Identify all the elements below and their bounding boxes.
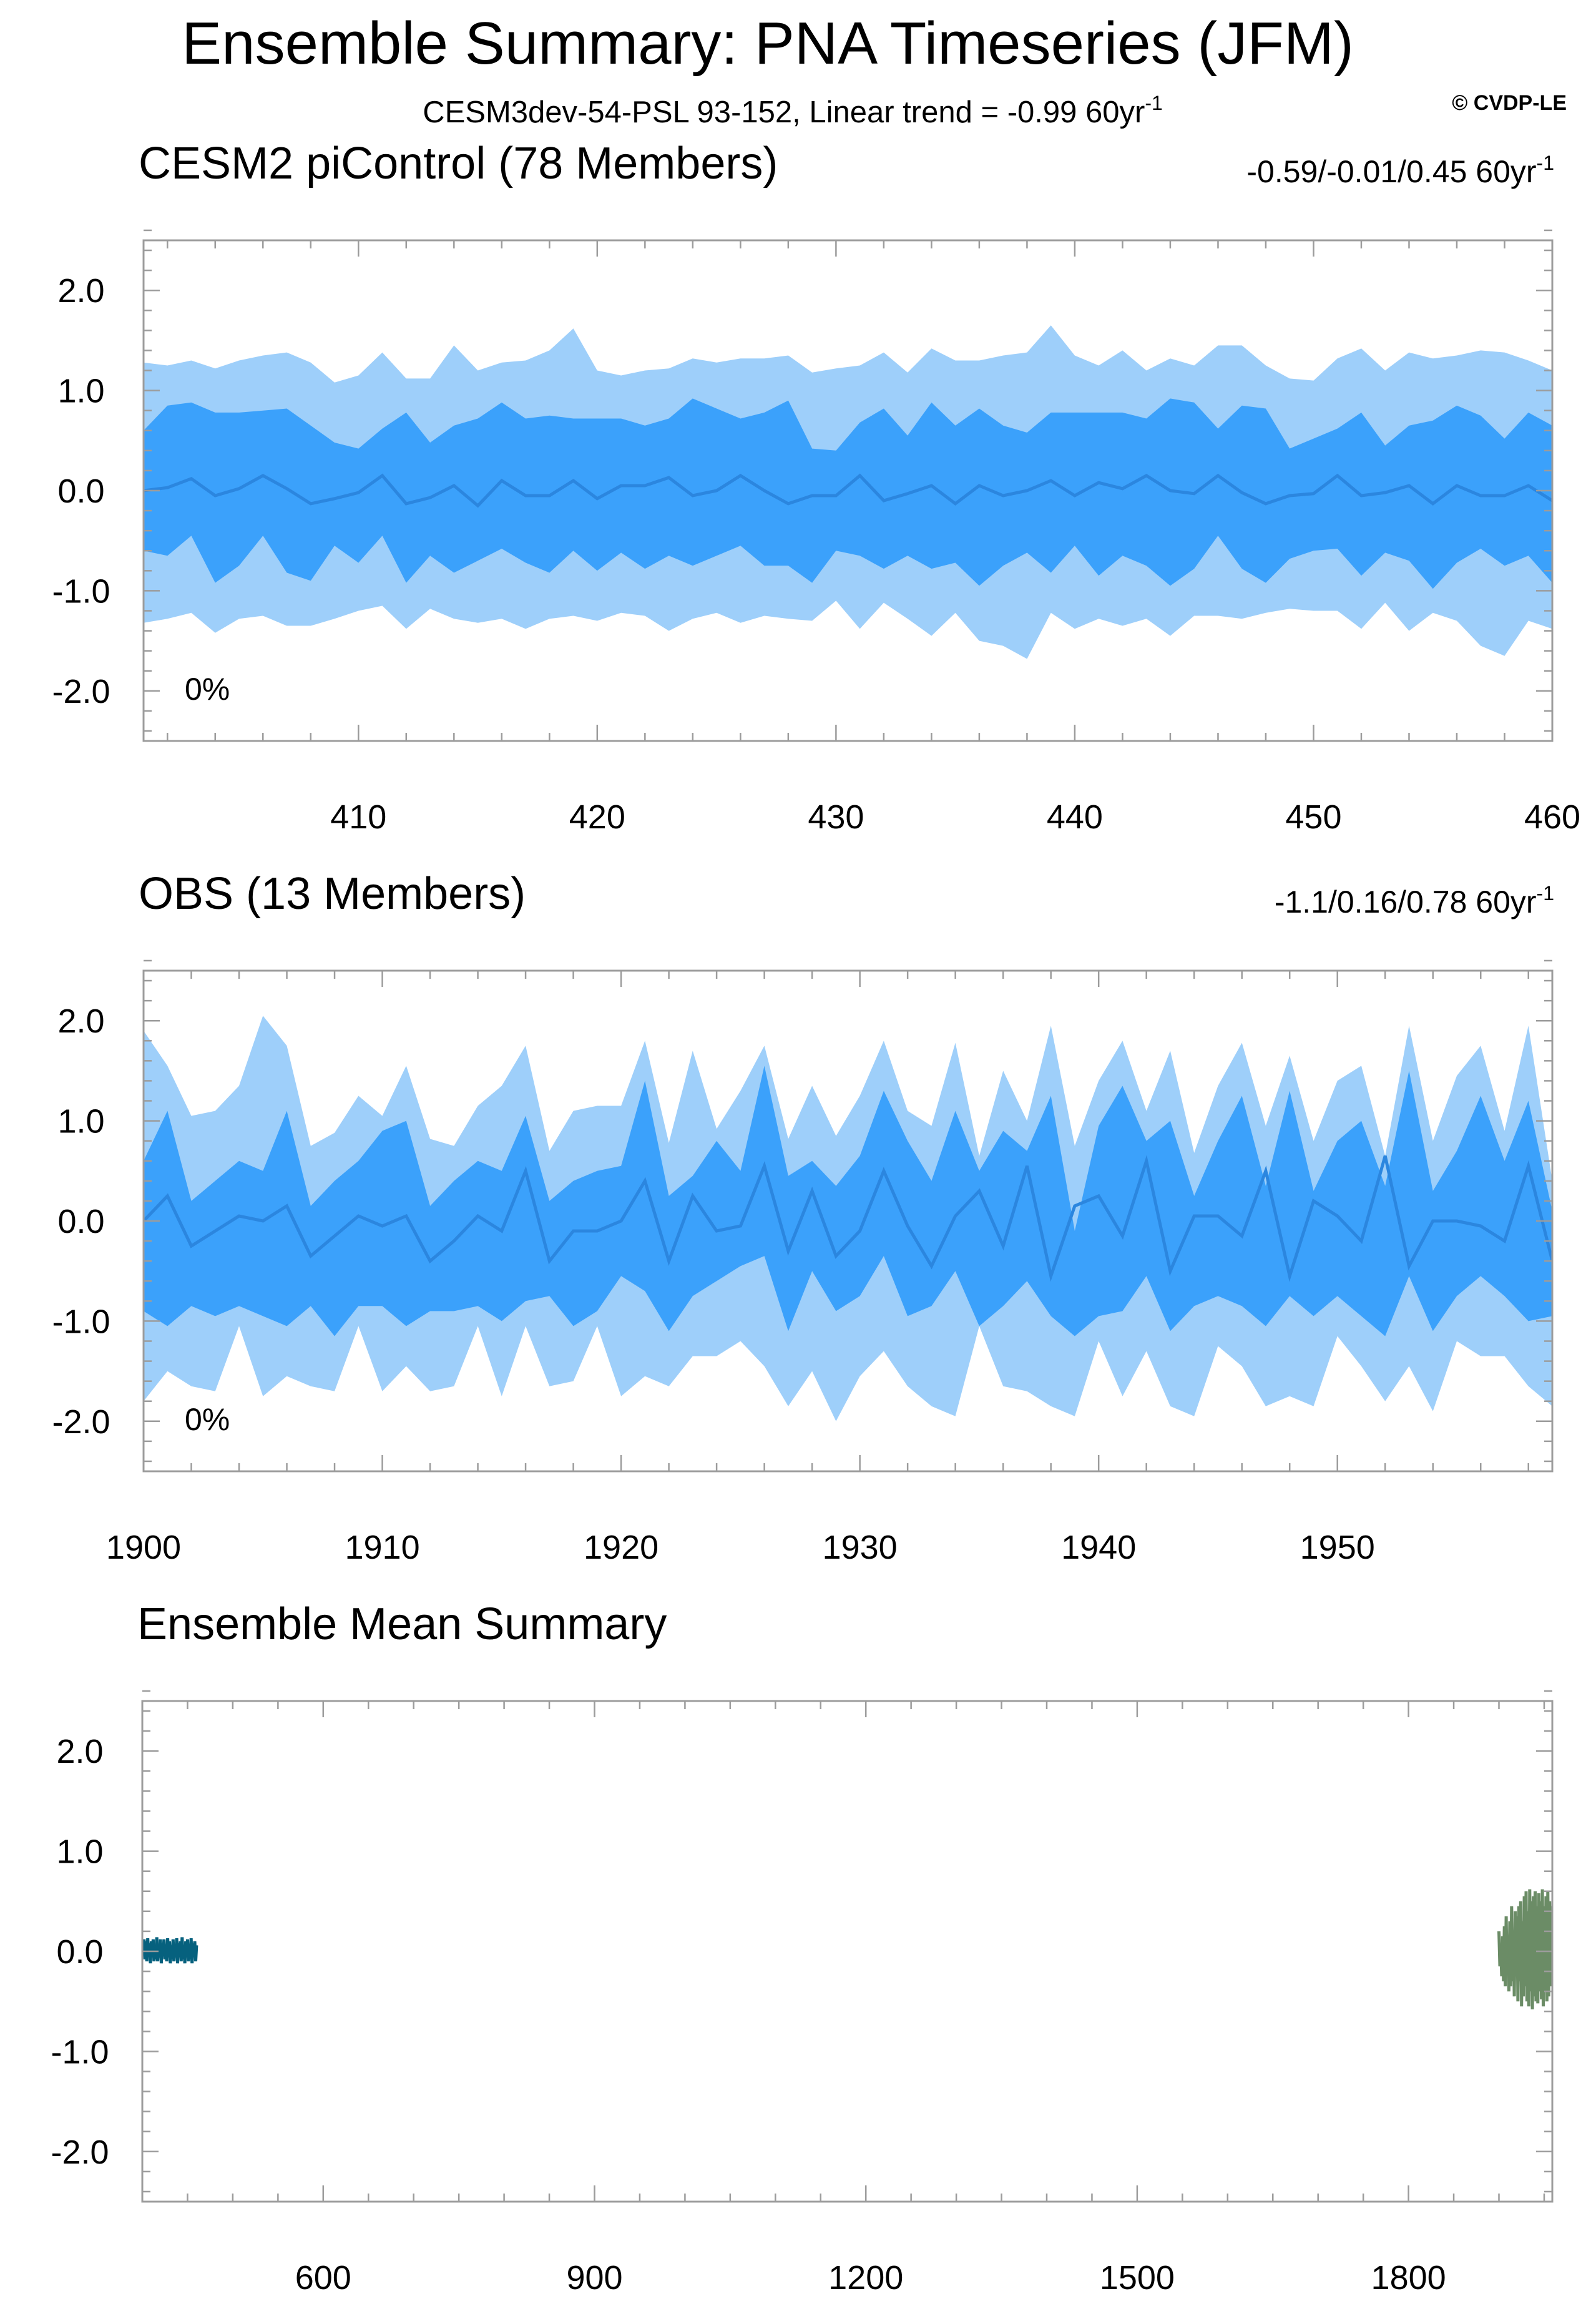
trend-text: -0.59/-0.01/0.45 60yr <box>1246 154 1536 189</box>
x-tick-label: 1800 <box>1371 2259 1446 2297</box>
plot-area-cesm2: 0% 2.0 1.0 0.0 -1.0 -2.0 410 420 430 440 450 460 <box>52 229 1580 836</box>
x-tick-label: 1920 <box>584 1529 658 1566</box>
x-tick-label: 450 <box>1285 798 1341 836</box>
panel-title-ensemble-mean: Ensemble Mean Summary <box>137 1599 667 1649</box>
panel-title-cesm2: CESM2 piControl (78 Members) <box>139 139 778 189</box>
y-tick-label: -1.0 <box>52 1303 110 1340</box>
figure-subtitle: CESM3dev-54-PSL 93-152, Linear trend = -… <box>423 92 1163 129</box>
y-tick-label: 0.0 <box>57 1203 104 1240</box>
trend-superscript: -1 <box>1537 152 1554 174</box>
band-interquartile <box>144 398 1552 589</box>
obs-panel: OBS (13 Members) -1.1/0.16/0.78 60yr-1 0… <box>52 869 1554 1566</box>
x-tick-label: 600 <box>295 2259 351 2297</box>
plot-area-obs: 0% 2.0 1.0 0.0 -1.0 -2.0 1900 1910 1920 1930 1940 1… <box>52 959 1554 1566</box>
x-tick-label: 900 <box>566 2259 622 2297</box>
data-layer <box>144 325 1552 659</box>
trend-label-cesm2: -0.59/-0.01/0.45 60yr-1 <box>1246 152 1554 189</box>
trend-label-obs: -1.1/0.16/0.78 60yr-1 <box>1275 882 1554 919</box>
y-tick-label: -2.0 <box>51 2134 109 2171</box>
figure-title: Ensemble Summary: PNA Timeseries (JFM) <box>182 10 1354 77</box>
y-tick-label: 1.0 <box>57 1103 104 1140</box>
trend-superscript: -1 <box>1537 882 1554 905</box>
series-line-obs <box>1497 1889 1552 2010</box>
x-tick-label: 1200 <box>828 2259 903 2297</box>
y-tick-label: -2.0 <box>52 1403 110 1441</box>
y-tick-label: 2.0 <box>56 1733 103 1770</box>
x-tick-label: 1910 <box>345 1529 419 1566</box>
data-layer <box>144 1016 1552 1421</box>
x-tick-label: 1950 <box>1300 1529 1375 1566</box>
y-tick-label: 2.0 <box>57 1003 104 1040</box>
panel-title-obs: OBS (13 Members) <box>139 869 526 919</box>
data-layer <box>142 1889 1552 2010</box>
y-tick-label: 0.0 <box>56 1933 103 1971</box>
x-tick-label: 1900 <box>106 1529 181 1566</box>
ensemble-mean-line <box>144 1155 1552 1282</box>
series-line-cesm2 <box>142 1937 198 1964</box>
x-tick-label: 1500 <box>1100 2259 1175 2297</box>
x-tick-label: 410 <box>330 798 386 836</box>
plot-area-ensemble-mean: 2.0 1.0 0.0 -1.0 -2.0 600 900 1200 1500 1800 <box>51 1690 1554 2297</box>
x-tick-label: 460 <box>1524 798 1580 836</box>
y-tick-label: 1.0 <box>56 1833 103 1871</box>
x-tick-label: 430 <box>808 798 864 836</box>
y-tick-label: 1.0 <box>57 373 104 410</box>
percent-label: 0% <box>185 1402 230 1437</box>
percent-label: 0% <box>185 672 230 707</box>
subtitle-text: CESM3dev-54-PSL 93-152, Linear trend = -… <box>423 96 1145 129</box>
ensemble-mean-panel: Ensemble Mean Summary 2.0 1.0 0.0 -1.0 -2.0 6… <box>51 1599 1554 2297</box>
x-tick-label: 420 <box>569 798 625 836</box>
x-tick-label: 440 <box>1047 798 1103 836</box>
y-tick-label: 0.0 <box>57 473 104 510</box>
subtitle-superscript: -1 <box>1145 92 1162 114</box>
band-interquartile <box>144 1066 1552 1336</box>
y-tick-label: -2.0 <box>52 673 110 710</box>
y-tick-label: -1.0 <box>52 572 110 610</box>
ensemble-mean-line <box>144 473 1552 508</box>
x-tick-label: 1940 <box>1061 1529 1136 1566</box>
trend-text: -1.1/0.16/0.78 60yr <box>1275 885 1537 919</box>
cesm2-picontrol-panel: CESM2 piControl (78 Members) -0.59/-0.01… <box>52 139 1580 836</box>
y-tick-label: -1.0 <box>51 2033 109 2071</box>
plot-frame <box>141 1700 1554 2203</box>
y-tick-label: 2.0 <box>57 272 104 310</box>
x-tick-label: 1930 <box>823 1529 898 1566</box>
copyright-label: © CVDP-LE <box>1452 91 1567 115</box>
